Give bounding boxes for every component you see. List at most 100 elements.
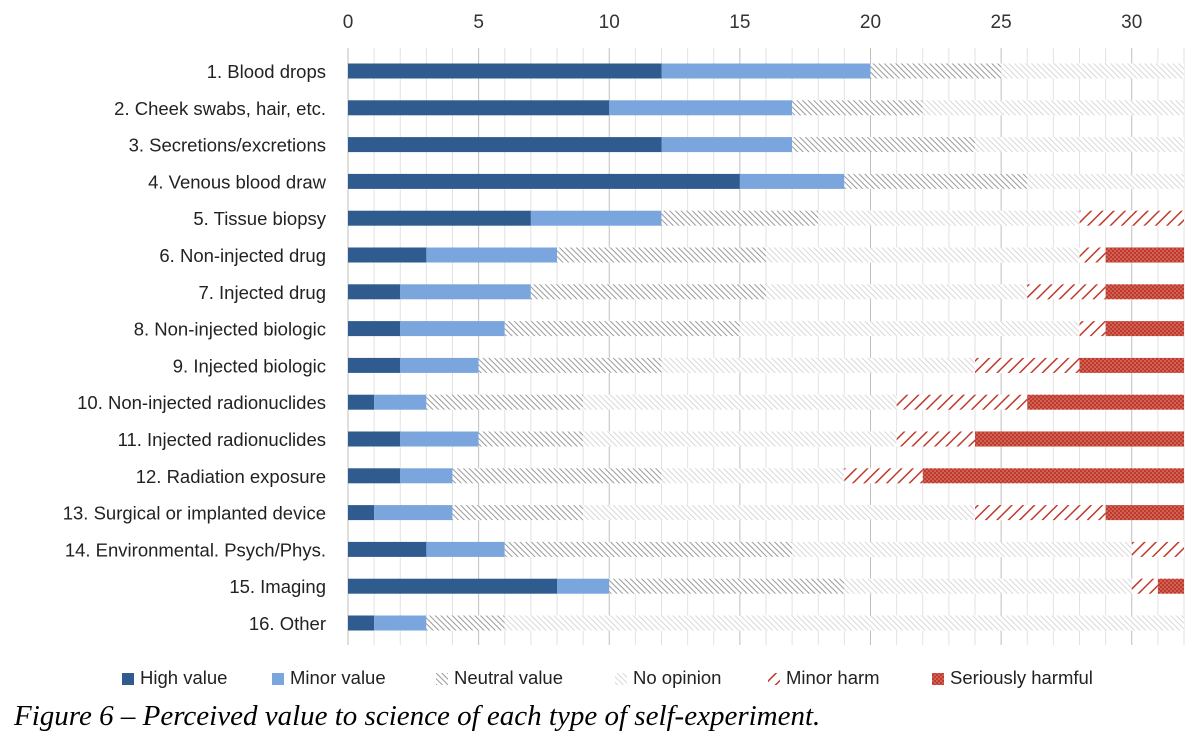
- bar-segment-neutral-value: [870, 63, 1002, 79]
- bar-segment-seriously-harmful: [1105, 321, 1184, 337]
- bar-segment-high-value: [348, 468, 401, 484]
- category-label: 15. Imaging: [229, 576, 326, 597]
- bar-segment-seriously-harmful: [1027, 394, 1184, 410]
- bar-segment-neutral-value: [452, 505, 584, 521]
- x-tick-label: 15: [729, 12, 750, 33]
- bar-segment-minor-value: [374, 505, 453, 521]
- bar-segment-seriously-harmful: [1105, 284, 1184, 300]
- x-tick-label: 20: [860, 12, 881, 33]
- legend-swatch: [436, 673, 448, 685]
- bar-segment-high-value: [348, 321, 401, 337]
- category-label: 16. Other: [249, 613, 326, 634]
- bar-segment-no-opinion: [1027, 173, 1184, 189]
- category-label: 12. Radiation exposure: [136, 466, 326, 487]
- legend-swatch: [768, 673, 780, 685]
- bar-segment-no-opinion: [975, 137, 1184, 153]
- x-axis-ticks: 0 5 10 15 20 25 30: [343, 12, 1143, 33]
- category-labels: 1. Blood drops 2. Cheek swabs, hair, etc.…: [63, 61, 327, 634]
- bar-segment-high-value: [348, 63, 662, 79]
- legend-label: No opinion: [633, 667, 721, 688]
- bar-segment-minor-value: [400, 431, 479, 447]
- category-label: 10. Non-injected radionuclides: [77, 392, 326, 413]
- bar-segment-neutral-value: [452, 468, 662, 484]
- legend-label: High value: [140, 667, 227, 688]
- bar-segment-high-value: [348, 357, 401, 373]
- stacked-bar-chart: 0 5 10 15 20 25 30 1. Blood drops 2. Cheek swab…: [63, 12, 1185, 688]
- x-tick-label: 10: [599, 12, 620, 33]
- bar-segment-seriously-harmful: [1105, 247, 1184, 263]
- category-label: 1. Blood drops: [207, 61, 326, 82]
- bar-segment-neutral-value: [792, 137, 975, 153]
- bars: [348, 63, 1184, 631]
- bar-segment-no-opinion: [792, 541, 1132, 557]
- bar-segment-minor-value: [661, 137, 793, 153]
- x-tick-label: 0: [343, 12, 354, 33]
- bar-segment-neutral-value: [557, 247, 766, 263]
- bar-segment-no-opinion: [583, 505, 975, 521]
- bar-segment-no-opinion: [739, 321, 1080, 337]
- category-label: 5. Tissue biopsy: [193, 208, 326, 229]
- bar-segment-no-opinion: [1001, 63, 1184, 79]
- figure-caption: Figure 6 – Perceived value to science of…: [14, 700, 821, 732]
- bar-segment-no-opinion: [504, 615, 1184, 631]
- bar-segment-no-opinion: [661, 468, 845, 484]
- bar-segment-minor-harm: [844, 468, 923, 484]
- category-label: 8. Non-injected biologic: [134, 319, 326, 340]
- bar-segment-minor-harm: [1079, 321, 1106, 337]
- bar-segment-neutral-value: [609, 578, 845, 594]
- bar-segment-neutral-value: [844, 173, 1028, 189]
- bar-segment-no-opinion: [661, 357, 975, 373]
- bar-segment-neutral-value: [426, 394, 584, 410]
- legend-swatch: [272, 673, 284, 685]
- bar-segment-high-value: [348, 137, 662, 153]
- bar-segment-no-opinion: [583, 431, 897, 447]
- bar-segment-minor-harm: [975, 505, 1106, 521]
- category-label: 14. Environmental. Psych/Phys.: [65, 539, 326, 560]
- bar-segment-high-value: [348, 431, 401, 447]
- bar-segment-high-value: [348, 578, 557, 594]
- bar-segment-seriously-harmful: [1105, 505, 1184, 521]
- x-tick-label: 5: [473, 12, 484, 33]
- bar-segment-neutral-value: [426, 615, 505, 631]
- bar-segment-high-value: [348, 100, 610, 116]
- bar-segment-high-value: [348, 541, 427, 557]
- bar-segment-neutral-value: [661, 210, 819, 226]
- bar-segment-no-opinion: [766, 284, 1028, 300]
- bar-segment-seriously-harmful: [1079, 357, 1184, 373]
- bar-segment-neutral-value: [478, 357, 662, 373]
- bar-segment-high-value: [348, 284, 401, 300]
- bar-segment-no-opinion: [583, 394, 897, 410]
- bar-segment-neutral-value: [504, 541, 793, 557]
- category-label: 2. Cheek swabs, hair, etc.: [114, 98, 326, 119]
- legend-label: Minor harm: [786, 667, 880, 688]
- bar-segment-minor-value: [374, 615, 427, 631]
- bar-segment-minor-value: [400, 357, 479, 373]
- category-label: 11. Injected radionuclides: [118, 429, 326, 450]
- bar-segment-minor-value: [400, 284, 531, 300]
- bar-segment-minor-value: [557, 578, 610, 594]
- bar-segment-minor-harm: [1131, 578, 1158, 594]
- bar-segment-no-opinion: [766, 247, 1080, 263]
- bar-segment-minor-value: [374, 394, 427, 410]
- legend-swatch: [122, 673, 134, 685]
- category-label: 9. Injected biologic: [173, 355, 326, 376]
- bar-segment-minor-value: [426, 247, 557, 263]
- bar-segment-high-value: [348, 247, 427, 263]
- category-label: 3. Secretions/excretions: [129, 135, 326, 156]
- legend-swatch: [932, 673, 944, 685]
- bar-segment-minor-value: [426, 541, 505, 557]
- bar-segment-minor-value: [400, 321, 505, 337]
- bar-segment-seriously-harmful: [922, 468, 1184, 484]
- bar-segment-seriously-harmful: [975, 431, 1184, 447]
- bar-segment-high-value: [348, 173, 740, 189]
- legend-label: Neutral value: [454, 667, 563, 688]
- x-tick-label: 30: [1121, 12, 1142, 33]
- bar-segment-seriously-harmful: [1157, 578, 1184, 594]
- bar-segment-no-opinion: [922, 100, 1184, 116]
- bar-segment-high-value: [348, 615, 375, 631]
- legend-label: Minor value: [290, 667, 386, 688]
- bar-segment-high-value: [348, 210, 531, 226]
- bar-segment-minor-value: [530, 210, 662, 226]
- bar-segment-minor-value: [400, 468, 453, 484]
